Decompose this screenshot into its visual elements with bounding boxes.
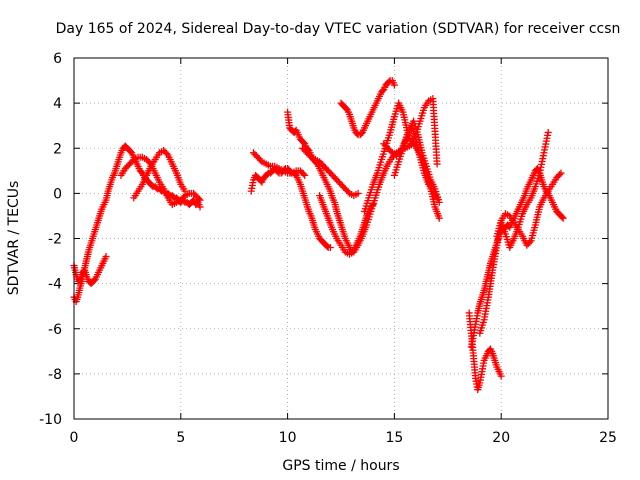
data-point-trail bbox=[306, 152, 314, 160]
data-point-trail bbox=[344, 188, 352, 196]
data-point bbox=[433, 194, 441, 202]
data-point-trail bbox=[148, 181, 156, 189]
y-axis-label: SDTVAR / TECUs bbox=[6, 181, 22, 296]
data-point-trail bbox=[387, 147, 395, 155]
chart-title: Day 165 of 2024, Sidereal Day-to-day VTE… bbox=[56, 21, 621, 37]
data-point bbox=[435, 214, 443, 222]
data-point bbox=[196, 196, 204, 204]
data-point-trail bbox=[195, 195, 203, 203]
data-point-trail bbox=[152, 184, 160, 192]
data-point bbox=[326, 244, 334, 252]
data-point bbox=[390, 81, 398, 89]
data-point-trail bbox=[128, 157, 136, 165]
data-point-trail bbox=[556, 171, 564, 179]
data-point bbox=[557, 169, 565, 177]
y-tick-label: -8 bbox=[48, 367, 62, 383]
y-tick-label: 2 bbox=[53, 141, 62, 157]
x-tick-label: 5 bbox=[176, 430, 185, 446]
x-tick-label: 10 bbox=[279, 430, 297, 446]
y-tick-label: -10 bbox=[39, 412, 62, 428]
x-tick-label: 15 bbox=[385, 430, 403, 446]
data-point-trail bbox=[323, 242, 331, 250]
plot-frame bbox=[73, 57, 609, 420]
x-tick-label: 0 bbox=[70, 430, 79, 446]
x-axis-label: GPS time / hours bbox=[282, 458, 399, 474]
data-point-trail bbox=[257, 156, 265, 164]
data-point bbox=[301, 171, 309, 179]
data-point-trail bbox=[163, 150, 171, 158]
x-tick-labels: 0 5 10 15 20 25 bbox=[70, 430, 617, 446]
data-point bbox=[435, 198, 443, 206]
data-point-trail bbox=[180, 193, 188, 201]
data-point-trail bbox=[526, 238, 534, 246]
data-point bbox=[354, 189, 362, 197]
data-point-trail bbox=[558, 213, 566, 221]
data-point bbox=[196, 203, 204, 211]
y-tick-label: -2 bbox=[48, 232, 62, 248]
data-points bbox=[70, 77, 567, 394]
data-point bbox=[433, 160, 441, 168]
data-point-trail bbox=[299, 170, 307, 178]
y-tick-label: -4 bbox=[48, 277, 62, 293]
x-tick-label: 25 bbox=[599, 430, 617, 446]
data-point bbox=[544, 128, 552, 136]
data-point bbox=[559, 214, 567, 222]
data-point bbox=[102, 253, 110, 261]
y-tick-label: 6 bbox=[53, 51, 62, 67]
y-tick-label: 0 bbox=[53, 186, 62, 202]
data-point-trail bbox=[169, 193, 177, 201]
grid-lines bbox=[73, 57, 609, 420]
data-point bbox=[181, 187, 189, 195]
y-tick-label: 4 bbox=[53, 96, 62, 112]
y-tick-labels: -10 -8 -6 -4 -2 0 2 4 6 bbox=[39, 51, 62, 428]
data-point-trail bbox=[385, 78, 393, 86]
y-tick-label: -6 bbox=[48, 322, 62, 338]
data-point-trail bbox=[263, 170, 271, 178]
x-tick-label: 20 bbox=[492, 430, 510, 446]
data-point bbox=[497, 372, 505, 380]
